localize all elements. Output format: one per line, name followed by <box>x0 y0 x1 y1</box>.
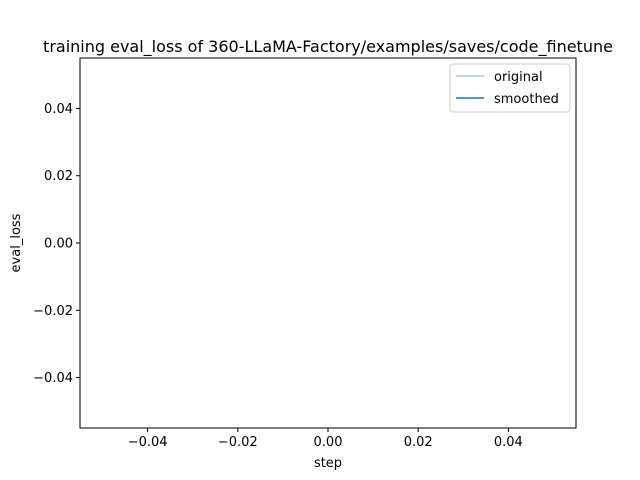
x-tick-label: 0.02 <box>404 435 433 450</box>
x-tick-label: −0.02 <box>218 435 258 450</box>
x-axis-label: step <box>314 456 342 471</box>
legend: original smoothed <box>449 63 571 113</box>
x-tick-label: 0.00 <box>314 435 343 450</box>
legend-label-smoothed: smoothed <box>494 92 559 107</box>
x-tick-label: −0.04 <box>128 435 168 450</box>
plot-frame <box>79 57 577 429</box>
x-axis: −0.04 −0.02 0.00 0.02 0.04 <box>128 428 523 450</box>
chart-title: training eval_loss of 360-LLaMA-Factory/… <box>43 37 613 57</box>
y-tick-label: −0.02 <box>33 304 73 319</box>
y-axis-label: eval_loss <box>9 213 24 272</box>
y-tick-label: 0.02 <box>44 169 73 184</box>
y-tick-label: −0.04 <box>33 371 73 386</box>
legend-label-original: original <box>494 70 543 85</box>
plot-area <box>79 57 577 429</box>
y-axis: −0.04 −0.02 0.00 0.02 0.04 <box>33 102 80 386</box>
y-tick-label: 0.00 <box>44 237 73 252</box>
x-tick-label: 0.04 <box>494 435 523 450</box>
y-tick-label: 0.04 <box>44 102 73 117</box>
